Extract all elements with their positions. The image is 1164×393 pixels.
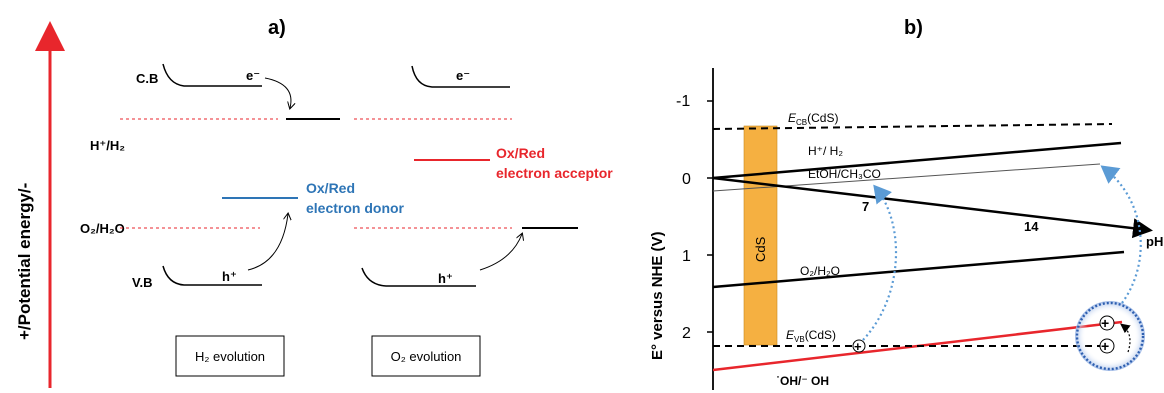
y-tick-label: -1 [676,93,690,110]
blue-arrow-right [1100,165,1142,304]
hole-marker-lower [1099,338,1115,354]
cb-band-right [411,65,510,88]
x-tick-label: 14 [1024,219,1039,234]
h-h2-line [712,141,1122,180]
etoh-label: EtOH/CH₃CO [808,167,881,181]
h2-evolution-box [175,335,285,377]
panel-b-letter: b) [904,17,923,39]
electron-right: e⁻ [456,68,470,83]
panel-b: b) -1 0 1 2 E° versus NHE (V) CdS ECB(Cd… [649,17,1163,390]
hole-plus: + [1101,315,1109,331]
acceptor-label-1: Ox/Red [496,145,545,161]
o2-h2o-label: O₂/H₂O [80,221,125,236]
cb-label: C.B [136,71,158,86]
cb-band-left [162,63,262,87]
x-axis-label: pH [1146,234,1163,249]
o2-evolution-box [371,335,481,377]
y-tick-label: 2 [682,325,691,342]
hole-right: h⁺ [438,271,453,286]
o2-h2o-line [712,250,1125,289]
hole-transfer-arrow-left [247,214,288,271]
evb-label: EVB(CdS) [786,328,836,344]
hole-left: h⁺ [222,269,237,284]
h-h2-label: H⁺/ H₂ [808,144,843,158]
hole-plus: + [854,339,862,354]
ecb-label: ECB(CdS) [788,111,838,127]
y-tick-label: 0 [682,171,691,188]
electron-left: e⁻ [246,68,260,83]
hole-marker-vb [852,339,866,353]
cds-bar [743,125,778,346]
panel-a-letter: a) [268,17,286,39]
ecb-dashed-line [712,123,1113,130]
energy-axis-label: +/Potential energy/- [15,183,34,340]
hole-marker-upper [1099,315,1115,331]
panel-a: a) +/Potential energy/- C.B H⁺/H₂ O₂/H₂O… [15,17,613,388]
vb-label: V.B [132,275,152,290]
acceptor-label-2: electron acceptor [496,165,613,181]
hole-plus: + [1101,338,1109,354]
ph-axis [712,176,1153,239]
donor-label-1: Ox/Red [306,180,355,196]
hole-transfer-arrow-right [479,234,522,271]
oh-label: ˙OH/⁻ OH [776,374,829,388]
donor-label-2: electron donor [306,200,405,216]
hole-cluster-glow [1075,301,1145,371]
hole-cluster-ring [1075,301,1145,371]
o2-evolution-label: O₂ evolution [391,349,462,364]
y-axis-label: E° versus NHE (V) [649,231,666,360]
o2-h2o-label: O₂/H₂O [800,264,840,278]
h-h2-label: H⁺/H₂ [90,138,125,153]
y-tick-label: 1 [682,248,691,265]
vb-band-right [361,267,476,287]
x-tick-label: 7 [862,199,869,214]
vb-band-left [162,265,262,286]
h2-evolution-label: H₂ evolution [195,349,265,364]
blue-arrow-left [862,184,898,341]
electron-transfer-arrow [264,77,291,108]
cds-label: CdS [753,236,768,262]
